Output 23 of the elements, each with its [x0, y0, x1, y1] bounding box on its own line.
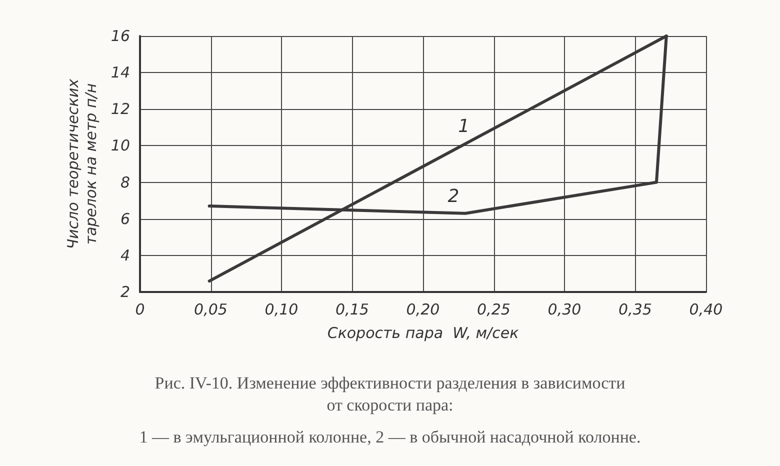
y-tick-label: 10 [110, 136, 130, 155]
x-tick-label: 0,20 [406, 300, 440, 318]
y-tick-label: 2 [120, 283, 130, 301]
x-tick-label: 0,10 [264, 300, 298, 318]
x-tick-label: 0,40 [689, 300, 723, 318]
y-tick-label: 12 [110, 100, 130, 118]
x-tick-label: 0,15 [336, 300, 369, 318]
y-tick-label: 4 [120, 246, 130, 264]
text: Рис. IV-10. Изменение эффективности разделения в зависимости от скорости пара: [154, 374, 626, 414]
x-tick-label: 0 [135, 300, 145, 318]
x-tick-label: 0,35 [618, 300, 652, 318]
y-tick-label: 8 [120, 173, 130, 192]
series-label: 1 [458, 116, 470, 138]
y-tick-label: 16 [110, 27, 130, 45]
series-label: 2 [448, 186, 460, 207]
x-tick-label: 0,30 [548, 300, 582, 318]
x-axis-title: Скорость пара W, м/сек [327, 324, 519, 342]
x-tick-label: 0,05 [194, 300, 228, 318]
y-tick-label: 6 [120, 210, 130, 228]
x-tick-label: 0,25 [477, 300, 510, 318]
text: 1 — в эмульгационной колонне, 2 — в обычной насадочной колонне. [139, 428, 641, 446]
y-tick-label: 14 [110, 64, 130, 82]
y-axis-title: Число теоретических тарелок на метр п/н [64, 78, 100, 250]
